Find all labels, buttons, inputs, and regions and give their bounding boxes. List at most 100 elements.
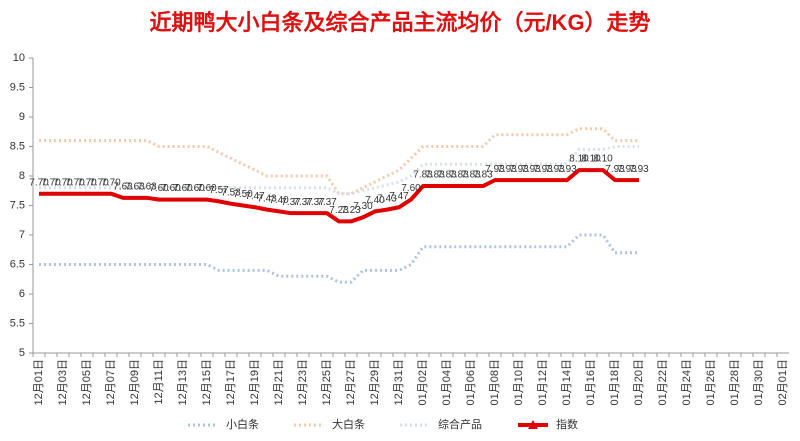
x-tick-label: 01月10日	[513, 359, 525, 405]
y-tick-label: 5.5	[10, 317, 25, 329]
data-label: 7.37	[281, 197, 301, 208]
data-label: 7.70	[77, 177, 97, 188]
data-label: 7.93	[605, 164, 625, 175]
x-tick-label: 12月07日	[105, 359, 117, 405]
x-tick-label: 01月20日	[633, 359, 645, 405]
x-tick-label: 01月02日	[417, 359, 429, 405]
data-label: 7.50	[233, 189, 253, 200]
legend-marker	[528, 420, 538, 429]
x-tick-label: 12月13日	[177, 359, 189, 405]
x-tick-label: 12月23日	[297, 359, 309, 405]
x-tick-label: 01月26日	[705, 359, 717, 405]
data-label: 7.30	[353, 201, 373, 212]
data-label: 7.70	[89, 177, 109, 188]
data-label: 7.83	[413, 170, 433, 181]
data-label: 7.70	[65, 177, 85, 188]
x-tick-label: 12月17日	[225, 359, 237, 405]
x-tick-label: 01月24日	[681, 359, 693, 405]
data-label: 7.93	[545, 164, 565, 175]
data-label: 7.60	[401, 183, 421, 194]
x-tick-label: 01月22日	[657, 359, 669, 405]
x-tick-label: 12月15日	[201, 359, 213, 405]
data-label: 8.10	[569, 154, 589, 165]
x-tick-label: 12月01日	[33, 359, 45, 405]
data-label: 7.40	[269, 195, 289, 206]
data-label: 7.63	[113, 181, 133, 192]
data-label: 7.93	[509, 164, 529, 175]
data-label: 7.83	[473, 170, 493, 181]
data-label: 7.70	[53, 177, 73, 188]
x-tick-label: 12月21日	[273, 359, 285, 405]
data-label: 7.93	[485, 164, 505, 175]
data-label: 7.63	[137, 181, 157, 192]
data-label: 7.37	[317, 197, 337, 208]
x-tick-label: 12月05日	[81, 359, 93, 405]
y-tick-label: 8	[19, 170, 25, 182]
series-line	[39, 168, 639, 224]
data-label: 7.37	[305, 197, 325, 208]
data-label: 7.70	[29, 177, 49, 188]
x-tick-label: 01月06日	[465, 359, 477, 405]
series-line	[39, 127, 639, 196]
legend-label: 大白条	[332, 417, 365, 431]
data-label: 7.70	[101, 177, 121, 188]
x-tick-label: 12月29日	[369, 359, 381, 405]
data-label: 7.37	[293, 197, 313, 208]
y-tick-label: 5	[19, 347, 25, 359]
y-tick-label: 7	[19, 229, 25, 241]
data-label: 7.23	[341, 205, 361, 216]
x-tick-label: 12月11日	[153, 359, 165, 405]
x-tick-label: 12月27日	[345, 359, 357, 405]
legend-label: 小白条	[226, 417, 259, 431]
data-label: 7.93	[533, 164, 553, 175]
data-label: 7.93	[617, 164, 637, 175]
data-label: 8.10	[581, 154, 601, 165]
data-label: 7.83	[425, 170, 445, 181]
x-tick-label: 01月16日	[585, 359, 597, 405]
data-label: 7.47	[389, 191, 409, 202]
data-label: 7.60	[197, 183, 217, 194]
chart-title: 近期鸭大小白条及综合产品主流均价（元/KG）走势	[149, 10, 650, 35]
x-tick-label: 01月28日	[729, 359, 741, 405]
x-tick-label: 02月01日	[777, 359, 789, 405]
x-tick-label: 12月25日	[321, 359, 333, 405]
legend-label: 指数	[556, 417, 578, 431]
y-tick-label: 10	[13, 52, 25, 64]
y-tick-label: 7.5	[10, 199, 25, 211]
x-tick-label: 01月08日	[489, 359, 501, 405]
data-label: 7.83	[449, 170, 469, 181]
data-label: 7.60	[149, 183, 169, 194]
data-label: 7.57	[209, 185, 229, 196]
data-label: 7.93	[557, 164, 577, 175]
data-label: 7.40	[365, 195, 385, 206]
y-tick-label: 6	[19, 288, 25, 300]
y-tick-label: 9	[19, 111, 25, 123]
data-label: 7.60	[161, 183, 181, 194]
data-label: 7.93	[497, 164, 517, 175]
data-label: 7.43	[257, 193, 277, 204]
x-tick-label: 12月31日	[393, 359, 405, 405]
data-label: 7.23	[329, 205, 349, 216]
x-tick-label: 01月14日	[561, 359, 573, 405]
x-tick-label: 01月18日	[609, 359, 621, 405]
data-label: 7.93	[521, 164, 541, 175]
x-tick-label: 01月04日	[441, 359, 453, 405]
data-label: 7.53	[221, 187, 241, 198]
data-label: 7.60	[185, 183, 205, 194]
y-tick-label: 9.5	[10, 81, 25, 93]
series-line	[39, 233, 639, 284]
data-label: 7.83	[461, 170, 481, 181]
data-label: 7.63	[125, 181, 145, 192]
x-tick-label: 12月09日	[129, 359, 141, 405]
x-tick-label: 01月30日	[753, 359, 765, 405]
data-label: 7.47	[245, 191, 265, 202]
data-label: 7.83	[437, 170, 457, 181]
series-line	[39, 145, 639, 196]
y-tick-label: 6.5	[10, 258, 25, 270]
data-label: 7.70	[41, 177, 61, 188]
data-label: 7.43	[377, 193, 397, 204]
x-tick-label: 12月19日	[249, 359, 261, 405]
legend-label: 综合产品	[438, 417, 482, 431]
data-label: 7.93	[629, 164, 649, 175]
